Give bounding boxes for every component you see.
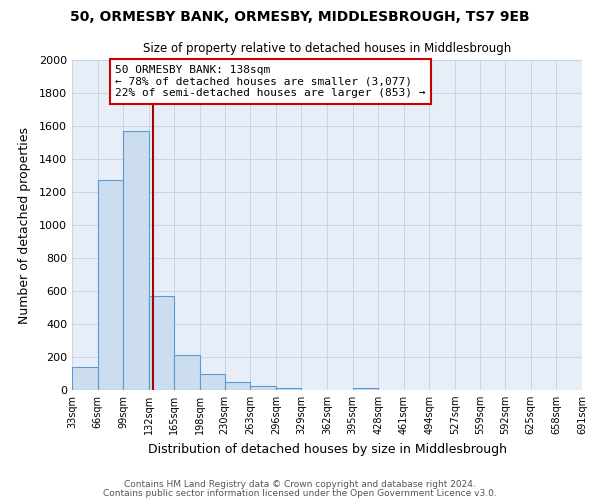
Title: Size of property relative to detached houses in Middlesbrough: Size of property relative to detached ho… (143, 42, 511, 54)
Text: Contains public sector information licensed under the Open Government Licence v3: Contains public sector information licen… (103, 489, 497, 498)
Bar (200, 374, 226, 390)
Y-axis label: Number of detached properties: Number of detached properties (17, 126, 31, 324)
Bar (98, 180, 123, 390)
Bar (353, 388, 378, 390)
Text: 50, ORMESBY BANK, ORMESBY, MIDDLESBROUGH, TS7 9EB: 50, ORMESBY BANK, ORMESBY, MIDDLESBROUGH… (70, 10, 530, 24)
Bar (276, 388, 301, 390)
Bar (149, 296, 175, 390)
X-axis label: Distribution of detached houses by size in Middlesbrough: Distribution of detached houses by size … (148, 442, 506, 456)
Text: 50 ORMESBY BANK: 138sqm
← 78% of detached houses are smaller (3,077)
22% of semi: 50 ORMESBY BANK: 138sqm ← 78% of detache… (115, 65, 426, 98)
Bar (250, 386, 276, 390)
Bar (123, 131, 149, 390)
Bar (175, 354, 200, 390)
Bar (224, 382, 250, 390)
Text: Contains HM Land Registry data © Crown copyright and database right 2024.: Contains HM Land Registry data © Crown c… (124, 480, 476, 489)
Bar (72, 367, 98, 390)
